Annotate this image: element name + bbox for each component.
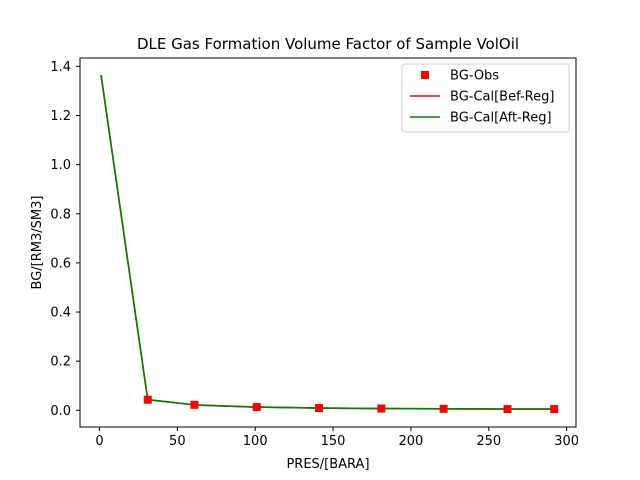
tick-layer: 0 50 100 150 200 250 300 0.0 0.2 0.4 0.6 0.8 1.0 1.2 1… <box>50 60 579 449</box>
data-point-marker <box>190 400 199 409</box>
y-tick-label: 1.2 <box>50 109 71 124</box>
y-tick-label: 0.8 <box>50 207 71 222</box>
y-tick-label: 0.0 <box>50 404 71 419</box>
y-tick-label: 0.6 <box>50 256 71 271</box>
x-tick-label: 200 <box>399 434 424 449</box>
y-tick-label: 1.0 <box>50 158 71 173</box>
data-point-marker <box>315 404 324 413</box>
legend-label: BG-Cal[Bef-Reg] <box>450 90 554 105</box>
series-layer <box>100 74 559 414</box>
legend-box <box>401 63 570 133</box>
data-point-marker <box>439 404 448 413</box>
data-point-marker <box>377 404 386 413</box>
chart-title: DLE Gas Formation Volume Factor of Sampl… <box>137 35 519 53</box>
x-tick-label: 300 <box>554 434 579 449</box>
y-axis-label: BG/[RM3/SM3] <box>30 196 45 290</box>
axes-frame <box>79 57 577 428</box>
x-tick-label: 250 <box>476 434 501 449</box>
y-tick-label: 1.4 <box>50 60 71 75</box>
y-tick-label: 0.2 <box>50 355 71 370</box>
y-tick-label: 0.4 <box>50 306 71 321</box>
data-point-marker <box>550 405 559 414</box>
x-tick-label: 150 <box>321 434 346 449</box>
legend-label: BG-Cal[Aft-Reg] <box>450 111 552 126</box>
legend: BG-Obs BG-Cal[Bef-Reg] BG-Cal[Aft-Reg] <box>401 63 570 133</box>
data-point-marker <box>503 405 512 414</box>
x-tick-label: 0 <box>95 434 103 449</box>
x-tick-label: 100 <box>243 434 268 449</box>
x-axis-label: PRES/[BARA] <box>286 457 369 472</box>
data-point-marker <box>143 395 152 404</box>
legend-marker-swatch <box>421 71 429 79</box>
data-point-marker <box>252 403 261 412</box>
x-tick-label: 50 <box>169 434 186 449</box>
legend-label: BG-Obs <box>450 69 499 84</box>
